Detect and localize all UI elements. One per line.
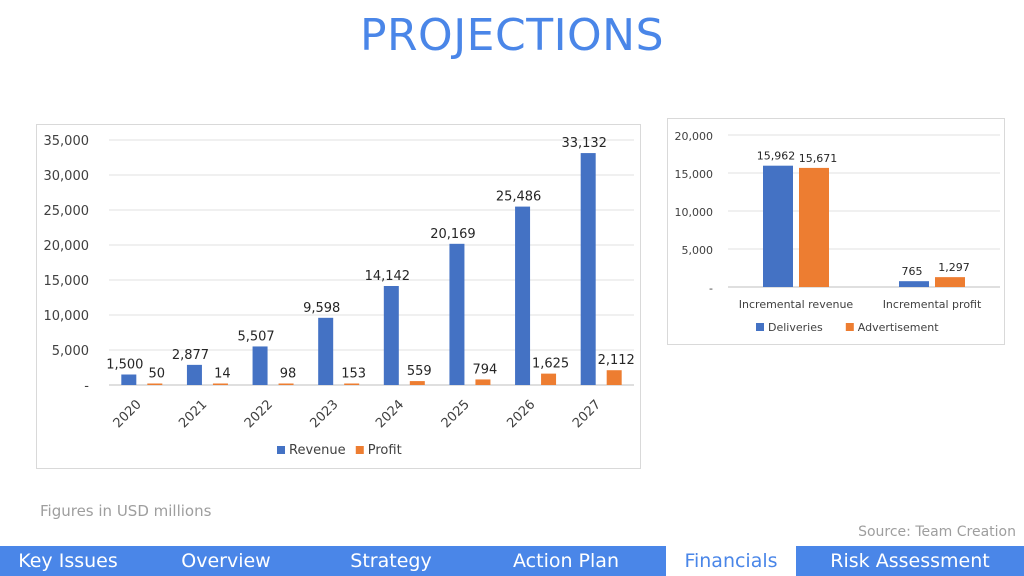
x-tick-label: 2025 [439, 397, 473, 431]
x-tick-label: 2024 [373, 397, 407, 431]
bar [186, 364, 202, 385]
y-tick-label: 5,000 [682, 244, 714, 257]
incremental-chart-panel: - 5,000 10,000 15,000 20,000 15,962 15,671 Incr… [667, 118, 1005, 345]
bar [147, 383, 163, 385]
bar [763, 165, 793, 287]
bar [212, 383, 228, 385]
bar [344, 383, 360, 385]
data-label: 765 [902, 265, 923, 278]
bar [606, 370, 622, 385]
data-label: 25,486 [496, 190, 542, 205]
data-label: 98 [280, 367, 297, 382]
tab-risk-assessment[interactable]: Risk Assessment [830, 550, 990, 572]
data-label: 33,132 [561, 136, 607, 151]
tab-financials[interactable]: Financials [666, 546, 796, 576]
bar [121, 374, 137, 385]
bar [899, 281, 929, 287]
incremental-chart: - 5,000 10,000 15,000 20,000 15,962 15,671 Incr… [675, 130, 1000, 334]
legend-swatch [277, 446, 285, 454]
y-tick-label: 20,000 [675, 130, 714, 143]
data-label: 1,297 [938, 261, 970, 274]
tab-action-plan[interactable]: Action Plan [513, 550, 619, 572]
x-tick-label: 2021 [176, 397, 210, 431]
bar [541, 373, 557, 385]
bar [383, 286, 399, 385]
bar [799, 167, 829, 287]
legend-swatch [355, 446, 364, 454]
data-label: 15,962 [757, 150, 796, 163]
tab-key-issues[interactable]: Key Issues [18, 550, 118, 572]
bar [935, 277, 965, 287]
data-label: 9,598 [303, 301, 340, 316]
y-tick-label: 15,000 [44, 274, 90, 289]
bar [475, 379, 491, 385]
page-title: PROJECTIONS [359, 10, 665, 61]
x-tick-label: 2022 [242, 397, 276, 431]
data-label: 794 [473, 362, 498, 377]
data-label: 5,507 [237, 329, 274, 344]
y-tick-label: - [84, 379, 89, 394]
source-note: Source: Team Creation [858, 524, 1016, 540]
data-label: 20,169 [430, 227, 476, 242]
legend-label: Profit [368, 443, 402, 458]
y-tick-label: 20,000 [44, 239, 90, 254]
bar [580, 153, 596, 385]
y-tick-label: 10,000 [44, 309, 90, 324]
data-label: 559 [407, 364, 432, 379]
y-tick-label: 30,000 [44, 169, 90, 184]
x-tick-label: 2020 [111, 397, 145, 431]
data-label: 2,112 [598, 353, 635, 368]
data-label: 14 [214, 367, 231, 382]
x-tick-label: Incremental revenue [739, 298, 854, 311]
data-label: 14,142 [365, 269, 411, 284]
x-tick-label: 2023 [308, 397, 342, 431]
data-label: 1,500 [106, 358, 143, 373]
legend-label: Revenue [289, 443, 346, 458]
tab-strategy[interactable]: Strategy [350, 550, 432, 572]
data-label: 153 [341, 367, 366, 382]
bar [278, 383, 294, 385]
legend-swatch [756, 323, 764, 331]
y-tick-label: 10,000 [675, 206, 714, 219]
tab-overview[interactable]: Overview [181, 550, 271, 572]
y-tick-label: 15,000 [675, 168, 714, 181]
legend-label: Advertisement [858, 321, 939, 334]
y-tick-label: 5,000 [52, 344, 89, 359]
data-label: 15,671 [799, 152, 838, 165]
data-label: 1,625 [532, 357, 569, 372]
bar [515, 206, 531, 385]
y-tick-label: 35,000 [44, 134, 90, 149]
legend-label: Deliveries [768, 321, 823, 334]
y-tick-label: - [709, 282, 713, 295]
revenue-profit-chart-panel: - 5,000 10,000 15,000 20,000 25,000 30,000 35,0… [36, 124, 641, 469]
y-tick-label: 25,000 [44, 204, 90, 219]
revenue-profit-chart: - 5,000 10,000 15,000 20,000 25,000 30,000 35,0… [44, 134, 635, 458]
bar [409, 381, 425, 385]
bar [449, 243, 465, 385]
units-footnote: Figures in USD millions [40, 502, 212, 520]
data-label: 2,877 [172, 348, 209, 363]
x-tick-label: 2026 [504, 397, 538, 431]
bar [252, 346, 268, 385]
legend-swatch [845, 323, 854, 331]
x-tick-label: 2027 [570, 397, 604, 431]
x-tick-label: Incremental profit [883, 298, 982, 311]
bottom-nav: Key Issues Overview Strategy Action Plan… [0, 546, 1024, 576]
bar [318, 317, 334, 385]
data-label: 50 [149, 367, 166, 382]
